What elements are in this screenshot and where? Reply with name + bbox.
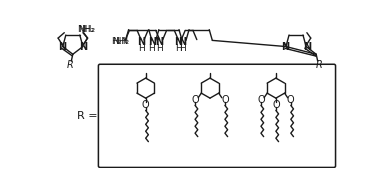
Text: N: N [174,37,182,47]
Text: H: H [179,44,186,53]
Text: N: N [156,37,164,47]
Text: H: H [149,44,155,53]
Text: H: H [156,44,163,53]
Text: NH₂: NH₂ [112,37,129,46]
Text: NH₂: NH₂ [78,25,95,34]
Text: R: R [67,60,74,70]
Text: H: H [138,44,144,53]
Text: O: O [221,95,229,105]
Text: N: N [178,37,186,47]
Text: N: N [137,37,145,47]
Text: R =: R = [77,111,98,121]
Text: N: N [80,42,88,52]
Text: N: N [303,42,311,52]
FancyBboxPatch shape [98,64,336,167]
Text: N: N [58,42,66,52]
Text: O: O [287,95,294,105]
Text: R: R [316,60,323,70]
Text: H: H [175,44,181,53]
Text: H₂N: H₂N [111,37,128,46]
Text: O: O [272,100,280,110]
Text: O: O [142,100,149,110]
Text: O: O [257,95,265,105]
Text: O: O [191,95,199,105]
Text: N: N [148,37,156,47]
Text: NH₂: NH₂ [77,25,94,34]
Text: N: N [281,42,289,52]
